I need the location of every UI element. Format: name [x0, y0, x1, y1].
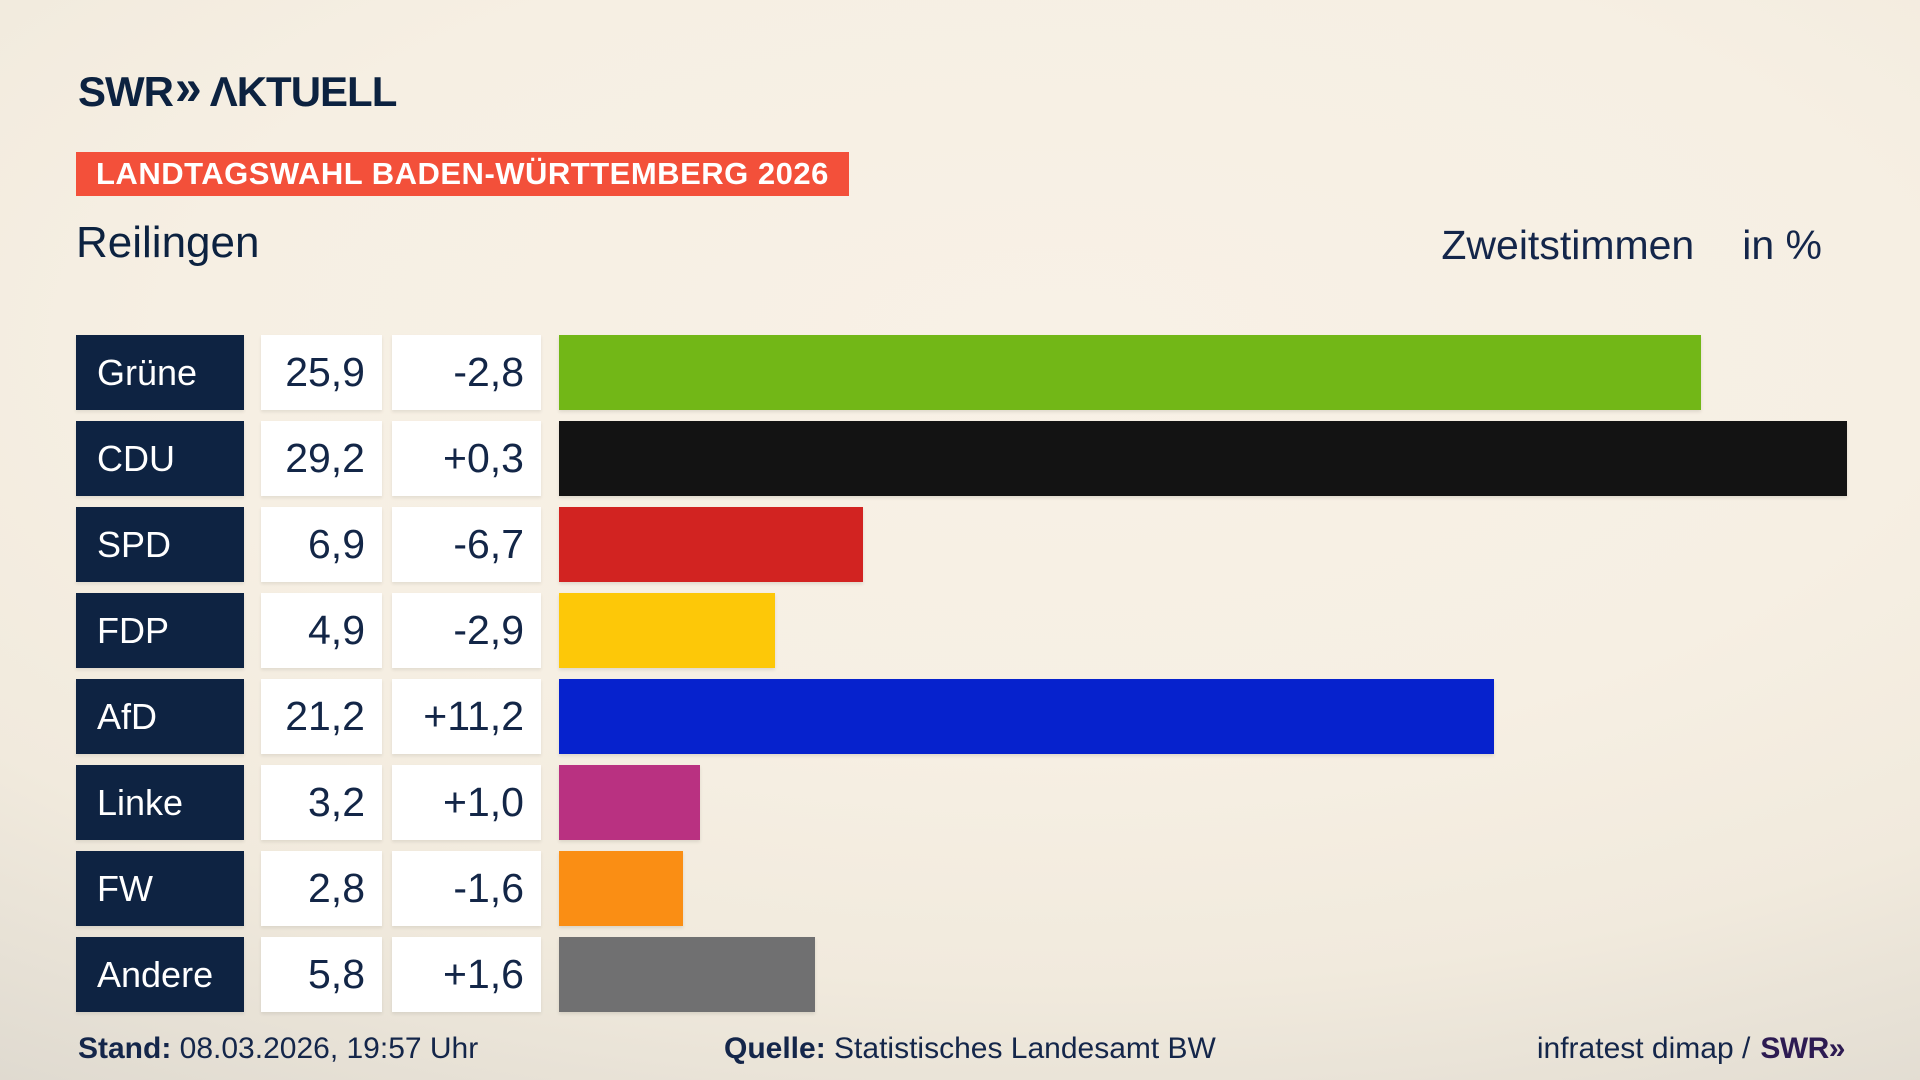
party-label-box: CDU — [76, 421, 244, 496]
chart-rows: Grüne 25,9 -2,8 CDU 29,2 +0,3 SPD 6,9 -6… — [0, 335, 1920, 1023]
chart-row-andere: Andere 5,8 +1,6 — [0, 937, 1920, 1012]
party-label: SPD — [97, 523, 172, 565]
result-value: 5,8 — [308, 951, 365, 997]
change-value-box: +1,6 — [392, 937, 541, 1012]
credit-text: infratest dimap / — [1536, 1032, 1751, 1065]
party-label-box: FDP — [76, 593, 244, 668]
change-value: -6,7 — [453, 521, 524, 567]
result-bar — [559, 937, 815, 1012]
result-value-box: 25,9 — [261, 335, 382, 410]
quelle-label: Quelle: — [724, 1032, 826, 1065]
party-label: CDU — [97, 437, 175, 479]
party-label-box: FW — [76, 851, 244, 926]
credit-swr-logo: SWR» — [1760, 1032, 1845, 1065]
aktuell-logo-text: ΛKTUELL — [209, 68, 398, 115]
chart-row-linke: Linke 3,2 +1,0 — [0, 765, 1920, 840]
stand-value: 08.03.2026, 19:57 Uhr — [179, 1032, 479, 1065]
swr-aktuell-logo: SWR» ΛKTUELL — [78, 60, 398, 117]
party-label: Andere — [97, 953, 214, 995]
result-value: 4,9 — [308, 607, 365, 653]
result-value: 2,8 — [308, 865, 365, 911]
result-value-box: 29,2 — [261, 421, 382, 496]
party-label: FW — [97, 867, 153, 909]
result-value: 29,2 — [285, 435, 365, 481]
change-value: +1,6 — [443, 951, 524, 997]
change-value-box: -2,8 — [392, 335, 541, 410]
result-bar — [559, 335, 1702, 410]
swr-chevrons-icon: » — [175, 60, 202, 117]
change-value: -2,8 — [453, 349, 524, 395]
chart-row-afd: AfD 21,2 +11,2 — [0, 679, 1920, 754]
measure-unit: in % — [1742, 222, 1822, 268]
data-source: Quelle: Statistisches Landesamt BW — [724, 1032, 1216, 1066]
chart-row-spd: SPD 6,9 -6,7 — [0, 507, 1920, 582]
party-label: AfD — [97, 695, 158, 737]
result-value-box: 2,8 — [261, 851, 382, 926]
change-value-box: -6,7 — [392, 507, 541, 582]
election-banner: LANDTAGSWAHL BADEN-WÜRTTEMBERG 2026 — [76, 152, 849, 196]
quelle-value: Statistisches Landesamt BW — [834, 1032, 1216, 1065]
result-value: 25,9 — [285, 349, 365, 395]
change-value: -2,9 — [453, 607, 524, 653]
status-timestamp: Stand: 08.03.2026, 19:57 Uhr — [78, 1032, 478, 1066]
result-value: 3,2 — [308, 779, 365, 825]
party-label: Grüne — [97, 351, 198, 393]
party-label-box: Grüne — [76, 335, 244, 410]
result-value-box: 4,9 — [261, 593, 382, 668]
party-label-box: SPD — [76, 507, 244, 582]
change-value-box: +1,0 — [392, 765, 541, 840]
swr-logo-text: SWR — [78, 68, 174, 115]
result-bar — [559, 507, 864, 582]
measure-heading: Zweitstimmen in % — [1441, 222, 1822, 269]
credit: infratest dimap / SWR» — [1536, 1032, 1846, 1066]
change-value: +11,2 — [423, 693, 524, 739]
party-label: FDP — [97, 609, 169, 651]
result-bar — [559, 851, 683, 926]
change-value: -1,6 — [453, 865, 524, 911]
result-bar — [559, 593, 776, 668]
party-label-box: Andere — [76, 937, 244, 1012]
result-value-box: 5,8 — [261, 937, 382, 1012]
party-label: Linke — [97, 781, 184, 823]
result-value: 21,2 — [285, 693, 365, 739]
chart-row-fdp: FDP 4,9 -2,9 — [0, 593, 1920, 668]
party-label-box: AfD — [76, 679, 244, 754]
result-value: 6,9 — [308, 521, 365, 567]
change-value-box: -2,9 — [392, 593, 541, 668]
change-value-box: +11,2 — [392, 679, 541, 754]
stand-label: Stand: — [78, 1032, 172, 1065]
chart-row-cdu: CDU 29,2 +0,3 — [0, 421, 1920, 496]
result-bar — [559, 679, 1494, 754]
change-value-box: -1,6 — [392, 851, 541, 926]
party-label-box: Linke — [76, 765, 244, 840]
result-bar — [559, 765, 701, 840]
measure-label: Zweitstimmen — [1441, 222, 1695, 268]
result-value-box: 21,2 — [261, 679, 382, 754]
municipality-title: Reilingen — [76, 218, 260, 267]
result-bar — [559, 421, 1847, 496]
chart-row-fw: FW 2,8 -1,6 — [0, 851, 1920, 926]
change-value-box: +0,3 — [392, 421, 541, 496]
chart-row-grne: Grüne 25,9 -2,8 — [0, 335, 1920, 410]
result-value-box: 3,2 — [261, 765, 382, 840]
result-value-box: 6,9 — [261, 507, 382, 582]
change-value: +0,3 — [443, 435, 524, 481]
change-value: +1,0 — [443, 779, 524, 825]
